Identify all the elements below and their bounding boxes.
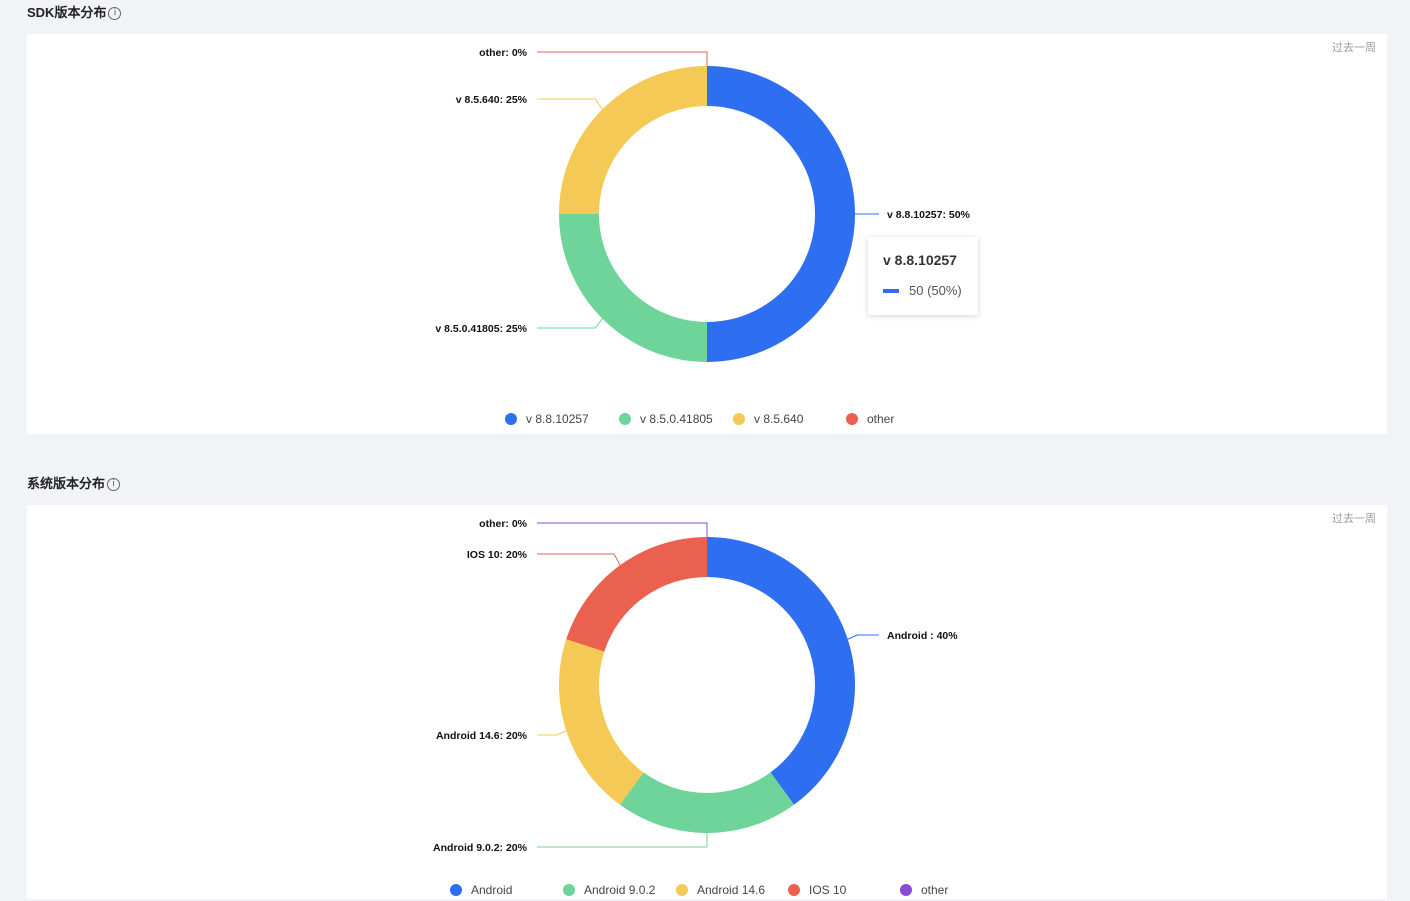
slice-label-v-8-8-10257: v 8.8.10257: 50%	[887, 209, 971, 221]
info-circle-icon[interactable]: i	[107, 477, 121, 491]
slice-label-other: other: 0%	[479, 518, 528, 530]
legend-dot	[563, 884, 575, 896]
time-range-label[interactable]: 过去一周	[1332, 42, 1376, 54]
os-version-donut-chart: Android : 40% Android 9.0.2: 20% Android 1…	[433, 518, 958, 854]
donut-slice-android-14-6[interactable]	[559, 639, 644, 805]
slice-label-android-9-0-2: Android 9.0.2: 20%	[433, 842, 528, 854]
leader-line-other	[537, 522, 708, 537]
legend-item-android-14-6[interactable]: Android 14.6	[676, 883, 765, 897]
donut-slice-ios-10[interactable]	[566, 537, 707, 652]
legend-label: Android	[471, 883, 513, 897]
leader-line-android-9-0-2	[537, 833, 708, 848]
legend-label: v 8.8.10257	[526, 412, 589, 426]
donut-slice-v-8-8-10257[interactable]	[707, 66, 855, 362]
legend-item-other[interactable]: other	[900, 883, 948, 897]
legend-dot	[676, 884, 688, 896]
sdk-version-card: 过去一周 v 8.8.10257: 50% v 8.5.0.41805: 25% v…	[27, 34, 1387, 434]
legend-dot	[450, 884, 462, 896]
os-version-title: 系统版本分布 i	[27, 476, 121, 492]
legend-item-v-8-5-640[interactable]: v 8.5.640	[733, 412, 803, 426]
os-version-card: 过去一周 Android : 40% Android 9.0.2: 20% Andr…	[27, 505, 1387, 899]
slice-label-v-8-5-640: v 8.5.640: 25%	[456, 94, 528, 106]
time-range-label[interactable]: 过去一周	[1332, 513, 1376, 525]
legend-label: v 8.5.0.41805	[640, 412, 713, 426]
legend-dot	[788, 884, 800, 896]
slice-label-v-8-5-0-41805: v 8.5.0.41805: 25%	[435, 323, 527, 335]
legend-label: v 8.5.640	[754, 412, 804, 426]
legend-dot	[900, 884, 912, 896]
leader-line-v-8-5-0-41805	[537, 318, 603, 329]
legend-label: other	[867, 412, 895, 426]
leader-line-other	[537, 51, 708, 66]
legend-label: other	[921, 883, 949, 897]
donut-slice-v-8-5-640[interactable]	[559, 66, 707, 214]
donut-slice-android-9-0-2[interactable]	[620, 772, 794, 833]
legend-item-v-8-5-0-41805[interactable]: v 8.5.0.41805	[619, 412, 713, 426]
tooltip-value: 50 (50%)	[909, 283, 962, 298]
tooltip-row: 50 (50%)	[883, 283, 962, 298]
legend-item-ios-10[interactable]: IOS 10	[788, 883, 846, 897]
legend-dot	[733, 413, 745, 425]
legend-label: IOS 10	[809, 883, 847, 897]
leader-line-android-14-6	[537, 730, 567, 736]
os-version-legend: Android Android 9.0.2 Android 14.6 IOS 10 ot…	[27, 883, 1387, 901]
sdk-version-donut-chart: v 8.8.10257: 50% v 8.5.0.41805: 25% v 8.5.…	[435, 47, 971, 362]
section-title-text: 系统版本分布	[27, 476, 106, 491]
leader-line-v-8-5-640	[537, 98, 603, 110]
donut-slice-v-8-5-0-41805[interactable]	[559, 214, 707, 362]
legend-item-android[interactable]: Android	[450, 883, 512, 897]
chart-tooltip: v 8.8.10257 50 (50%)	[868, 237, 978, 315]
slice-label-other: other: 0%	[479, 47, 528, 59]
legend-item-other[interactable]: other	[846, 412, 894, 426]
slice-label-android-14-6: Android 14.6: 20%	[436, 730, 528, 742]
donut-slice-android[interactable]	[707, 537, 855, 805]
leader-line-android	[847, 634, 879, 640]
slice-label-android: Android : 40%	[887, 630, 958, 642]
leader-line-ios-10	[537, 553, 621, 566]
sdk-version-legend: v 8.8.10257 v 8.5.0.41805 v 8.5.640 other	[27, 412, 1387, 430]
section-title-text: SDK版本分布	[27, 5, 107, 20]
legend-item-android-9-0-2[interactable]: Android 9.0.2	[563, 883, 655, 897]
tooltip-title: v 8.8.10257	[883, 252, 957, 268]
slice-label-ios-10: IOS 10: 20%	[467, 549, 528, 561]
legend-dot	[619, 413, 631, 425]
legend-label: Android 14.6	[697, 883, 766, 897]
legend-item-v-8-8-10257[interactable]: v 8.8.10257	[505, 412, 589, 426]
sdk-version-title: SDK版本分布 i	[27, 5, 122, 21]
legend-dot	[846, 413, 858, 425]
tooltip-swatch	[883, 288, 899, 293]
legend-label: Android 9.0.2	[584, 883, 656, 897]
info-circle-icon[interactable]: i	[108, 6, 122, 20]
legend-dot	[505, 413, 517, 425]
